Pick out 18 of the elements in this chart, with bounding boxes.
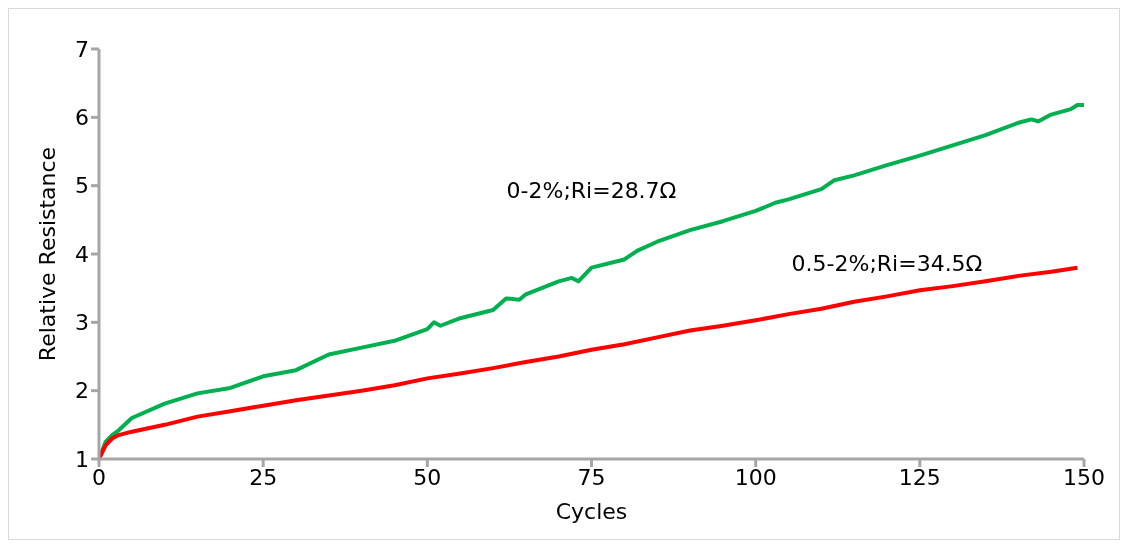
y-tick-label: 6 [75, 105, 89, 131]
y-tick-label: 1 [75, 446, 89, 472]
y-tick-label: 4 [75, 241, 89, 267]
x-tick-label: 125 [898, 464, 941, 490]
y-tick-label: 3 [75, 310, 89, 336]
series-label: 0-2%;Ri=28.7Ω [506, 177, 677, 203]
y-tick-label: 2 [75, 378, 89, 404]
x-axis-title: Cycles [555, 499, 628, 524]
y-tick-label: 5 [75, 173, 89, 199]
y-tick-label: 7 [75, 36, 89, 62]
x-tick-label: 100 [734, 464, 777, 490]
x-tick-label: 0 [92, 464, 106, 490]
x-tick-label: 75 [577, 464, 606, 490]
x-tick-label: 150 [1063, 464, 1105, 490]
x-tick-label: 50 [413, 464, 442, 490]
y-axis-title: Relative Resistance [34, 146, 60, 362]
x-tick-label: 25 [249, 464, 278, 490]
series-label: 0.5-2%;Ri=34.5Ω [791, 251, 983, 277]
